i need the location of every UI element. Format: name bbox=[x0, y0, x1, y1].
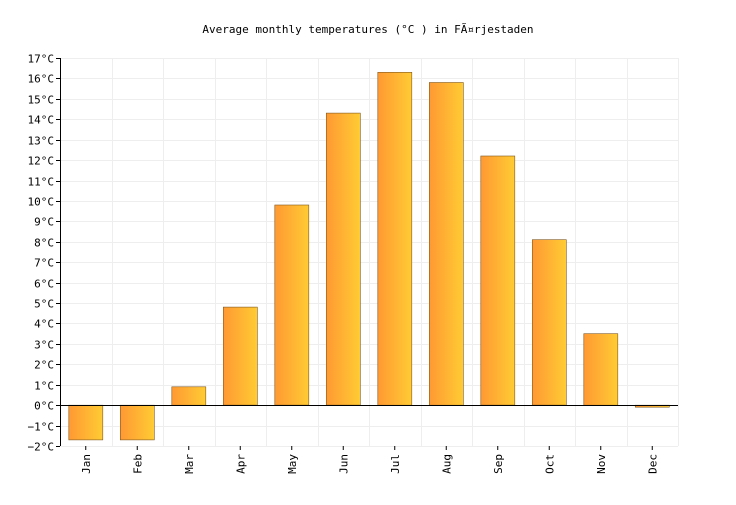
x-tick-label: Feb bbox=[131, 454, 144, 474]
y-tick-label: 12°C bbox=[28, 155, 55, 168]
y-tick-label: 2°C bbox=[34, 359, 54, 372]
labels-layer: −2°C −1°C 0°C 1°C 2°C 3°C 4°C 5°C 6°C 7°C 8°C 9°C 10… bbox=[28, 53, 660, 474]
y-tick-label: 17°C bbox=[28, 53, 55, 66]
x-tick-label: Jul bbox=[389, 454, 402, 474]
x-tick-label: Sep bbox=[492, 454, 505, 474]
y-tick-label: 3°C bbox=[34, 339, 54, 352]
bar-jul bbox=[377, 72, 413, 406]
bar-aug bbox=[428, 82, 464, 406]
x-tick-label: Oct bbox=[543, 454, 556, 474]
bar-feb bbox=[120, 404, 155, 441]
x-tick-label: Aug bbox=[440, 454, 453, 474]
x-tick-label: Apr bbox=[234, 454, 247, 474]
y-tick-label: −2°C bbox=[28, 441, 55, 454]
bar-nov bbox=[583, 333, 619, 406]
y-tick-label: 5°C bbox=[34, 298, 54, 311]
y-tick-label: 8°C bbox=[34, 237, 54, 250]
axis-layer bbox=[56, 58, 678, 450]
x-tick-label: Jan bbox=[80, 454, 93, 474]
y-tick-label: 1°C bbox=[34, 380, 54, 393]
y-tick-label: 14°C bbox=[28, 114, 55, 127]
y-tick-label: 0°C bbox=[34, 400, 54, 413]
bar-mar bbox=[171, 386, 207, 406]
bars-layer bbox=[68, 72, 670, 441]
y-tick-label: 7°C bbox=[34, 257, 54, 270]
x-tick-label: Dec bbox=[646, 454, 659, 474]
grid-layer bbox=[60, 58, 679, 447]
bar-apr bbox=[223, 306, 258, 406]
y-tick-label: 15°C bbox=[28, 94, 55, 107]
x-tick-label: Mar bbox=[183, 454, 196, 474]
y-tick-label: 9°C bbox=[34, 216, 54, 229]
x-tick-label: Jun bbox=[337, 454, 350, 474]
chart-title: Average monthly temperatures (°C ) in FÃ… bbox=[202, 23, 533, 36]
bar-jan bbox=[68, 404, 104, 441]
x-tick-label: May bbox=[286, 454, 299, 474]
y-tick-label: 11°C bbox=[28, 176, 55, 189]
bar-may bbox=[274, 204, 310, 406]
bar-jun bbox=[325, 112, 361, 406]
y-tick-label: −1°C bbox=[28, 421, 55, 434]
y-tick-label: 16°C bbox=[28, 73, 55, 86]
y-tick-label: 10°C bbox=[28, 196, 55, 209]
y-tick-label: 6°C bbox=[34, 278, 54, 291]
x-tick-label: Nov bbox=[595, 454, 608, 474]
y-tick-label: 13°C bbox=[28, 135, 55, 148]
bar-oct bbox=[531, 239, 567, 406]
bar-sep bbox=[480, 155, 516, 406]
y-tick-label: 4°C bbox=[34, 318, 54, 331]
